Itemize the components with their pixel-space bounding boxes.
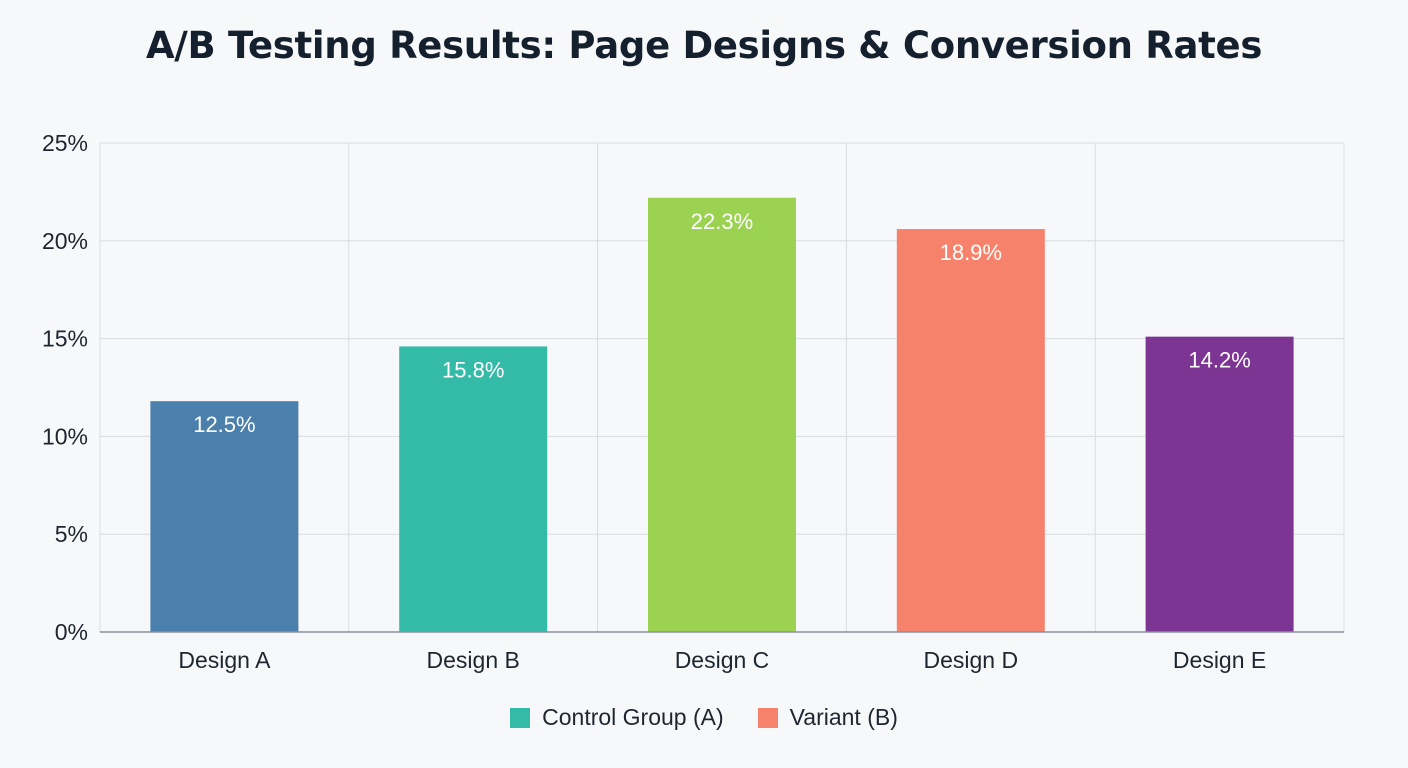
x-tick-label-4: Design D [923,647,1018,673]
data-label-2: 15.8% [442,357,504,382]
bar-3 [648,197,796,632]
y-tick-label-3: 15% [42,326,88,352]
data-label-1: 12.5% [193,412,255,437]
y-tick-label-1: 5% [55,521,88,547]
data-label-5: 14.2% [1188,348,1250,373]
legend-swatch-control [510,707,531,728]
bar-2 [399,346,548,632]
chart-title: A/B Testing Results: Page Designs & Conv… [145,24,1263,67]
data-label-4: 18.9% [940,240,1002,265]
x-tick-label-3: Design C [675,647,770,673]
y-tick-label-0: 0% [55,619,88,645]
bar-5 [1145,336,1294,632]
x-tick-label-2: Design B [427,647,520,673]
y-tick-label-5: 25% [42,130,88,156]
legend: Control Group (A) Variant (B) [0,704,1408,731]
bar-1 [150,401,299,632]
bar-4 [896,229,1045,632]
y-tick-label-4: 20% [42,228,88,254]
legend-label-control: Control Group (A) [542,704,724,730]
legend-item-control: Control Group (A) [510,704,724,731]
x-tick-label-1: Design A [178,647,271,673]
legend-label-variant: Variant (B) [789,704,898,730]
legend-item-variant: Variant (B) [757,704,898,731]
legend-swatch-variant [757,707,778,728]
data-label-3: 22.3% [691,209,753,234]
y-tick-label-2: 10% [42,423,88,449]
x-tick-label-5: Design E [1173,647,1266,673]
